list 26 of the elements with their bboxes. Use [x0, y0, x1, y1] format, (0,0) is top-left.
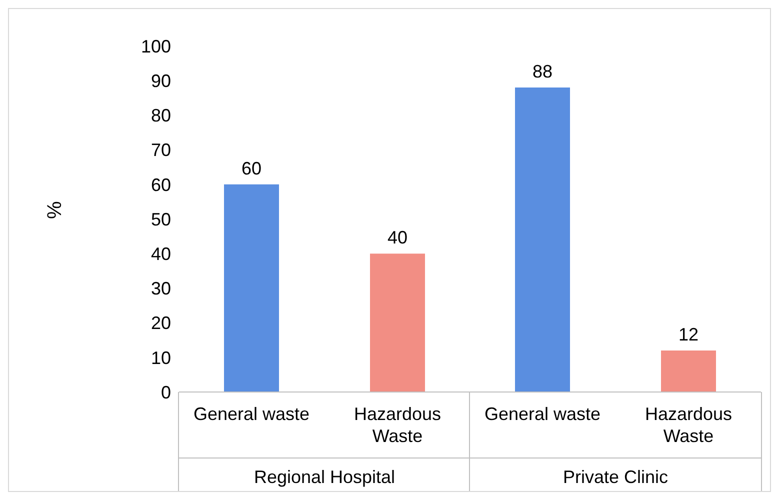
- text: General waste: [484, 404, 601, 424]
- text: Hazardous Waste: [644, 404, 732, 446]
- data-label: 40: [387, 228, 408, 248]
- x-tick-label: Regional Hospital: [254, 467, 396, 487]
- y-tick-label: 0: [160, 382, 171, 402]
- bar: [661, 350, 716, 392]
- data-label: 12: [678, 324, 699, 344]
- bar: [370, 254, 425, 392]
- series-label: Hazardous Waste: [354, 404, 442, 446]
- y-tick-label: 30: [150, 278, 171, 299]
- y-tick-label: 90: [150, 70, 171, 91]
- y-tick-label: 40: [150, 244, 171, 264]
- y-tick-label: 20: [150, 313, 171, 334]
- data-label: 60: [241, 158, 262, 178]
- y-axis-title: %: [44, 201, 66, 219]
- y-tick-label: 10: [150, 348, 171, 368]
- y-tick-label: 80: [150, 106, 171, 126]
- y-tick-label: 60: [150, 174, 171, 195]
- data-label: 88: [532, 62, 553, 82]
- y-tick-label: 100: [140, 36, 171, 56]
- x-tick-label: Private Clinic: [562, 467, 668, 487]
- y-tick-label: 70: [150, 140, 171, 160]
- y-tick-label: 50: [150, 209, 171, 230]
- series-label: General waste: [193, 404, 310, 424]
- bar: [224, 184, 279, 392]
- bar: [515, 88, 570, 392]
